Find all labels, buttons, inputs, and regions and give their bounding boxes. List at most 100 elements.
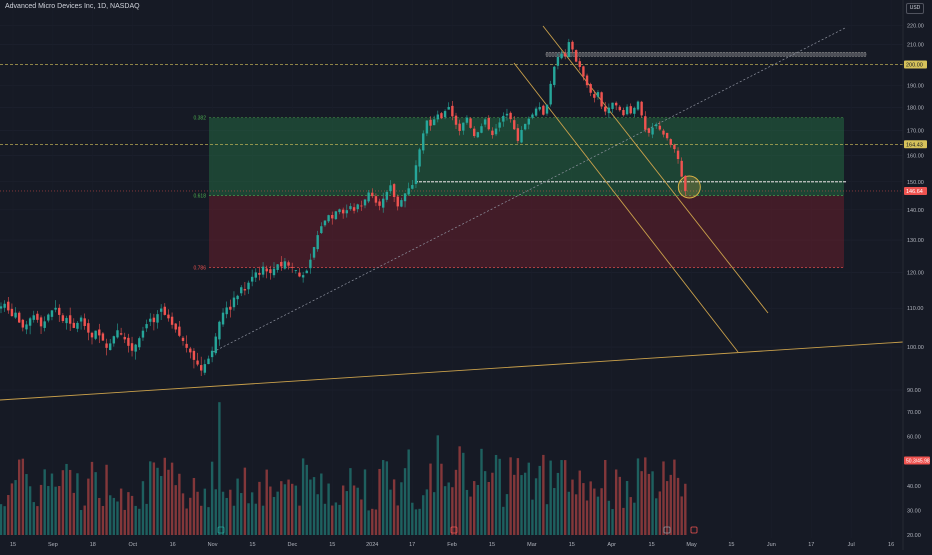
candle-body <box>18 312 21 323</box>
volume-bar <box>509 457 512 535</box>
candle-body <box>141 330 145 338</box>
candle-body <box>178 326 181 336</box>
volume-bar <box>298 505 301 535</box>
candle-body <box>451 105 454 117</box>
time-tick-label: 15 <box>329 542 335 548</box>
volume-bar <box>636 458 640 535</box>
volume-bar <box>163 457 166 535</box>
candle-body <box>491 130 494 136</box>
candle-body <box>145 324 148 329</box>
candle-body <box>447 106 450 110</box>
price-tick-label: 110.00 <box>907 306 923 312</box>
candle-body <box>611 102 614 109</box>
volume-bar <box>247 503 250 535</box>
candle-body <box>123 336 126 340</box>
volume-bar <box>261 505 265 535</box>
volume-bar <box>112 497 116 535</box>
candle-body <box>291 267 294 268</box>
volume-bar <box>385 461 389 535</box>
volume-bar <box>134 505 137 535</box>
volume-bar <box>327 483 330 535</box>
volume-bar <box>349 468 352 535</box>
volume-bar <box>523 472 527 535</box>
volume-bar <box>487 481 490 535</box>
time-tick-label: 18 <box>90 542 96 548</box>
time-tick-label: 15 <box>649 542 655 548</box>
volume-bar <box>65 463 68 535</box>
price-tick-label: 180.00 <box>907 105 924 111</box>
candle-body <box>334 211 338 220</box>
volume-bar <box>614 469 618 535</box>
volume-bar <box>629 497 632 535</box>
volume-bar <box>356 487 359 535</box>
volume-bar <box>236 478 239 535</box>
volume-bar <box>625 480 629 535</box>
volume-bar <box>316 494 319 535</box>
candle-body <box>214 336 217 354</box>
volume-bar <box>505 494 509 535</box>
candle-body <box>76 322 79 329</box>
candle-body <box>640 101 643 116</box>
volume-bar <box>520 475 523 535</box>
volume-bar <box>130 495 134 535</box>
volume-bar <box>72 492 75 535</box>
candle-body <box>531 114 534 118</box>
price-label-badge <box>904 186 927 195</box>
fib-zone-red <box>209 195 844 268</box>
time-tick-label: Feb <box>447 542 456 548</box>
candle-body <box>589 84 592 93</box>
volume-bar <box>243 467 247 535</box>
volume-bar <box>378 468 381 535</box>
candle-body <box>360 205 363 207</box>
candle-body <box>312 247 316 258</box>
candle-body <box>560 53 563 59</box>
time-tick-label: Mar <box>527 542 537 548</box>
candle-body <box>61 315 65 321</box>
candle-body <box>422 133 425 151</box>
volume-bar <box>214 489 217 535</box>
volume-bar <box>651 471 654 535</box>
currency-button[interactable]: USD <box>906 3 924 14</box>
volume-bar <box>14 480 17 535</box>
candle-body <box>265 268 268 272</box>
candle-body <box>665 132 669 139</box>
volume-bar <box>159 476 163 535</box>
candle-body <box>571 41 574 50</box>
candle-body <box>327 215 330 222</box>
volume-bar <box>152 462 156 535</box>
candle-body <box>240 287 243 294</box>
volume-bar <box>363 469 367 535</box>
volume-bar <box>98 497 101 535</box>
volume-bar <box>396 505 399 535</box>
volume-bar <box>83 505 86 535</box>
candle-body <box>644 116 647 130</box>
candle-body <box>564 53 567 57</box>
volume-bar <box>655 498 658 535</box>
candle-body <box>130 343 134 351</box>
volume-bar <box>54 486 57 535</box>
time-tick-label: 17 <box>808 542 814 548</box>
volume-bar <box>549 460 552 535</box>
candle-body <box>604 106 607 112</box>
volume-bar <box>556 472 560 535</box>
volume-bar <box>502 506 505 535</box>
fib-zone-layer: 0.382 0.618 0.786 <box>193 116 844 272</box>
volume-bar <box>280 481 283 535</box>
candle-body <box>655 124 658 127</box>
volume-bar <box>269 486 272 535</box>
volume-bar <box>254 503 257 535</box>
candle-body <box>163 306 166 315</box>
time-tick-label: May <box>686 542 697 548</box>
volume-bar <box>407 449 410 535</box>
volume-layer <box>0 402 687 535</box>
volume-bar <box>50 473 54 535</box>
candle-body <box>389 185 392 192</box>
price-tick-label: 130.00 <box>907 238 924 244</box>
long-term-trendline <box>0 341 904 401</box>
candle-body <box>221 312 225 325</box>
volume-bar <box>429 463 432 535</box>
time-tick-label: 15 <box>249 542 255 548</box>
candle-body <box>436 114 439 120</box>
